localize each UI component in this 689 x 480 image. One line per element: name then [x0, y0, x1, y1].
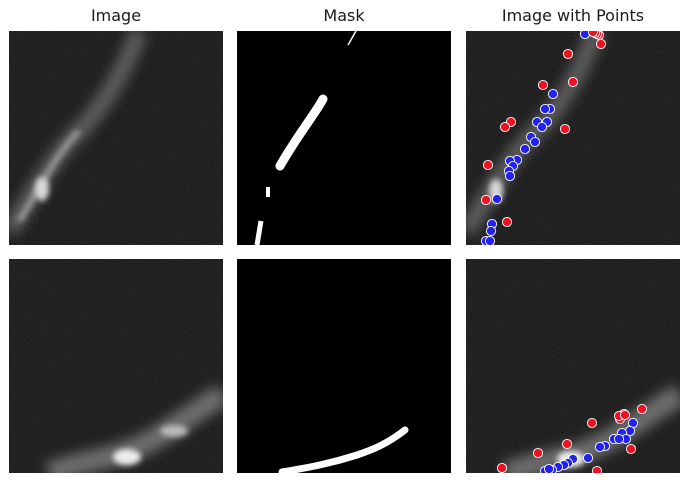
row2-negative-point-5: [586, 417, 598, 429]
row1-positive-point-7: [536, 121, 548, 133]
row1-negative-point-10: [501, 216, 513, 228]
row1-image: [9, 31, 223, 245]
title-mask: Mask: [323, 6, 365, 25]
row1-negative-point-7: [559, 123, 571, 135]
row2-negative-point-7: [532, 447, 544, 459]
row2-positive-point-16: [543, 463, 555, 473]
row1-positive-point-9: [529, 136, 541, 148]
row1-positive-point-20: [484, 235, 496, 245]
title-image: Image: [90, 6, 142, 25]
row2-negative-point-10: [496, 462, 508, 473]
row2-negative-point-9: [591, 465, 603, 473]
row1-positive-point-10: [519, 143, 531, 155]
row1-positive-point-4: [539, 103, 551, 115]
row2-positive-point-9: [582, 452, 594, 464]
row2-positive-point-8: [594, 441, 606, 453]
row2-negative-point-8: [625, 443, 637, 455]
row1-positive-point-15: [504, 170, 516, 182]
row2-mask: [237, 259, 451, 473]
row1-negative-point-2: [562, 48, 574, 60]
row2-points-panel: [466, 259, 680, 473]
row2-negative-point-6: [561, 438, 573, 450]
row1-image-panel: [9, 31, 223, 245]
row1-positive-point-2: [547, 88, 559, 100]
row1-negative-point-3: [567, 76, 579, 88]
row2-image: [9, 259, 223, 473]
row1-points-panel: [466, 31, 680, 245]
row2-mask-panel: [237, 259, 451, 473]
title-image-with-points: Image with Points: [501, 6, 645, 25]
row1-mask: [237, 31, 451, 245]
row1-positive-point-18: [485, 225, 497, 237]
row1-negative-point-6: [499, 121, 511, 133]
row1-negative-point-8: [482, 159, 494, 171]
row1-negative-point-9: [480, 194, 492, 206]
row1-negative-point-1: [595, 38, 607, 50]
row1-points: [466, 31, 680, 245]
row2-negative-point-1: [636, 403, 648, 415]
row2-points: [466, 259, 680, 473]
row2-negative-point-11: [619, 409, 631, 421]
row2-positive-point-6: [613, 433, 625, 445]
row1-mask-panel: [237, 31, 451, 245]
row2-image-panel: [9, 259, 223, 473]
row1-negative-point-14: [587, 31, 599, 38]
row1-positive-point-16: [491, 193, 503, 205]
row1-negative-point-4: [537, 79, 549, 91]
